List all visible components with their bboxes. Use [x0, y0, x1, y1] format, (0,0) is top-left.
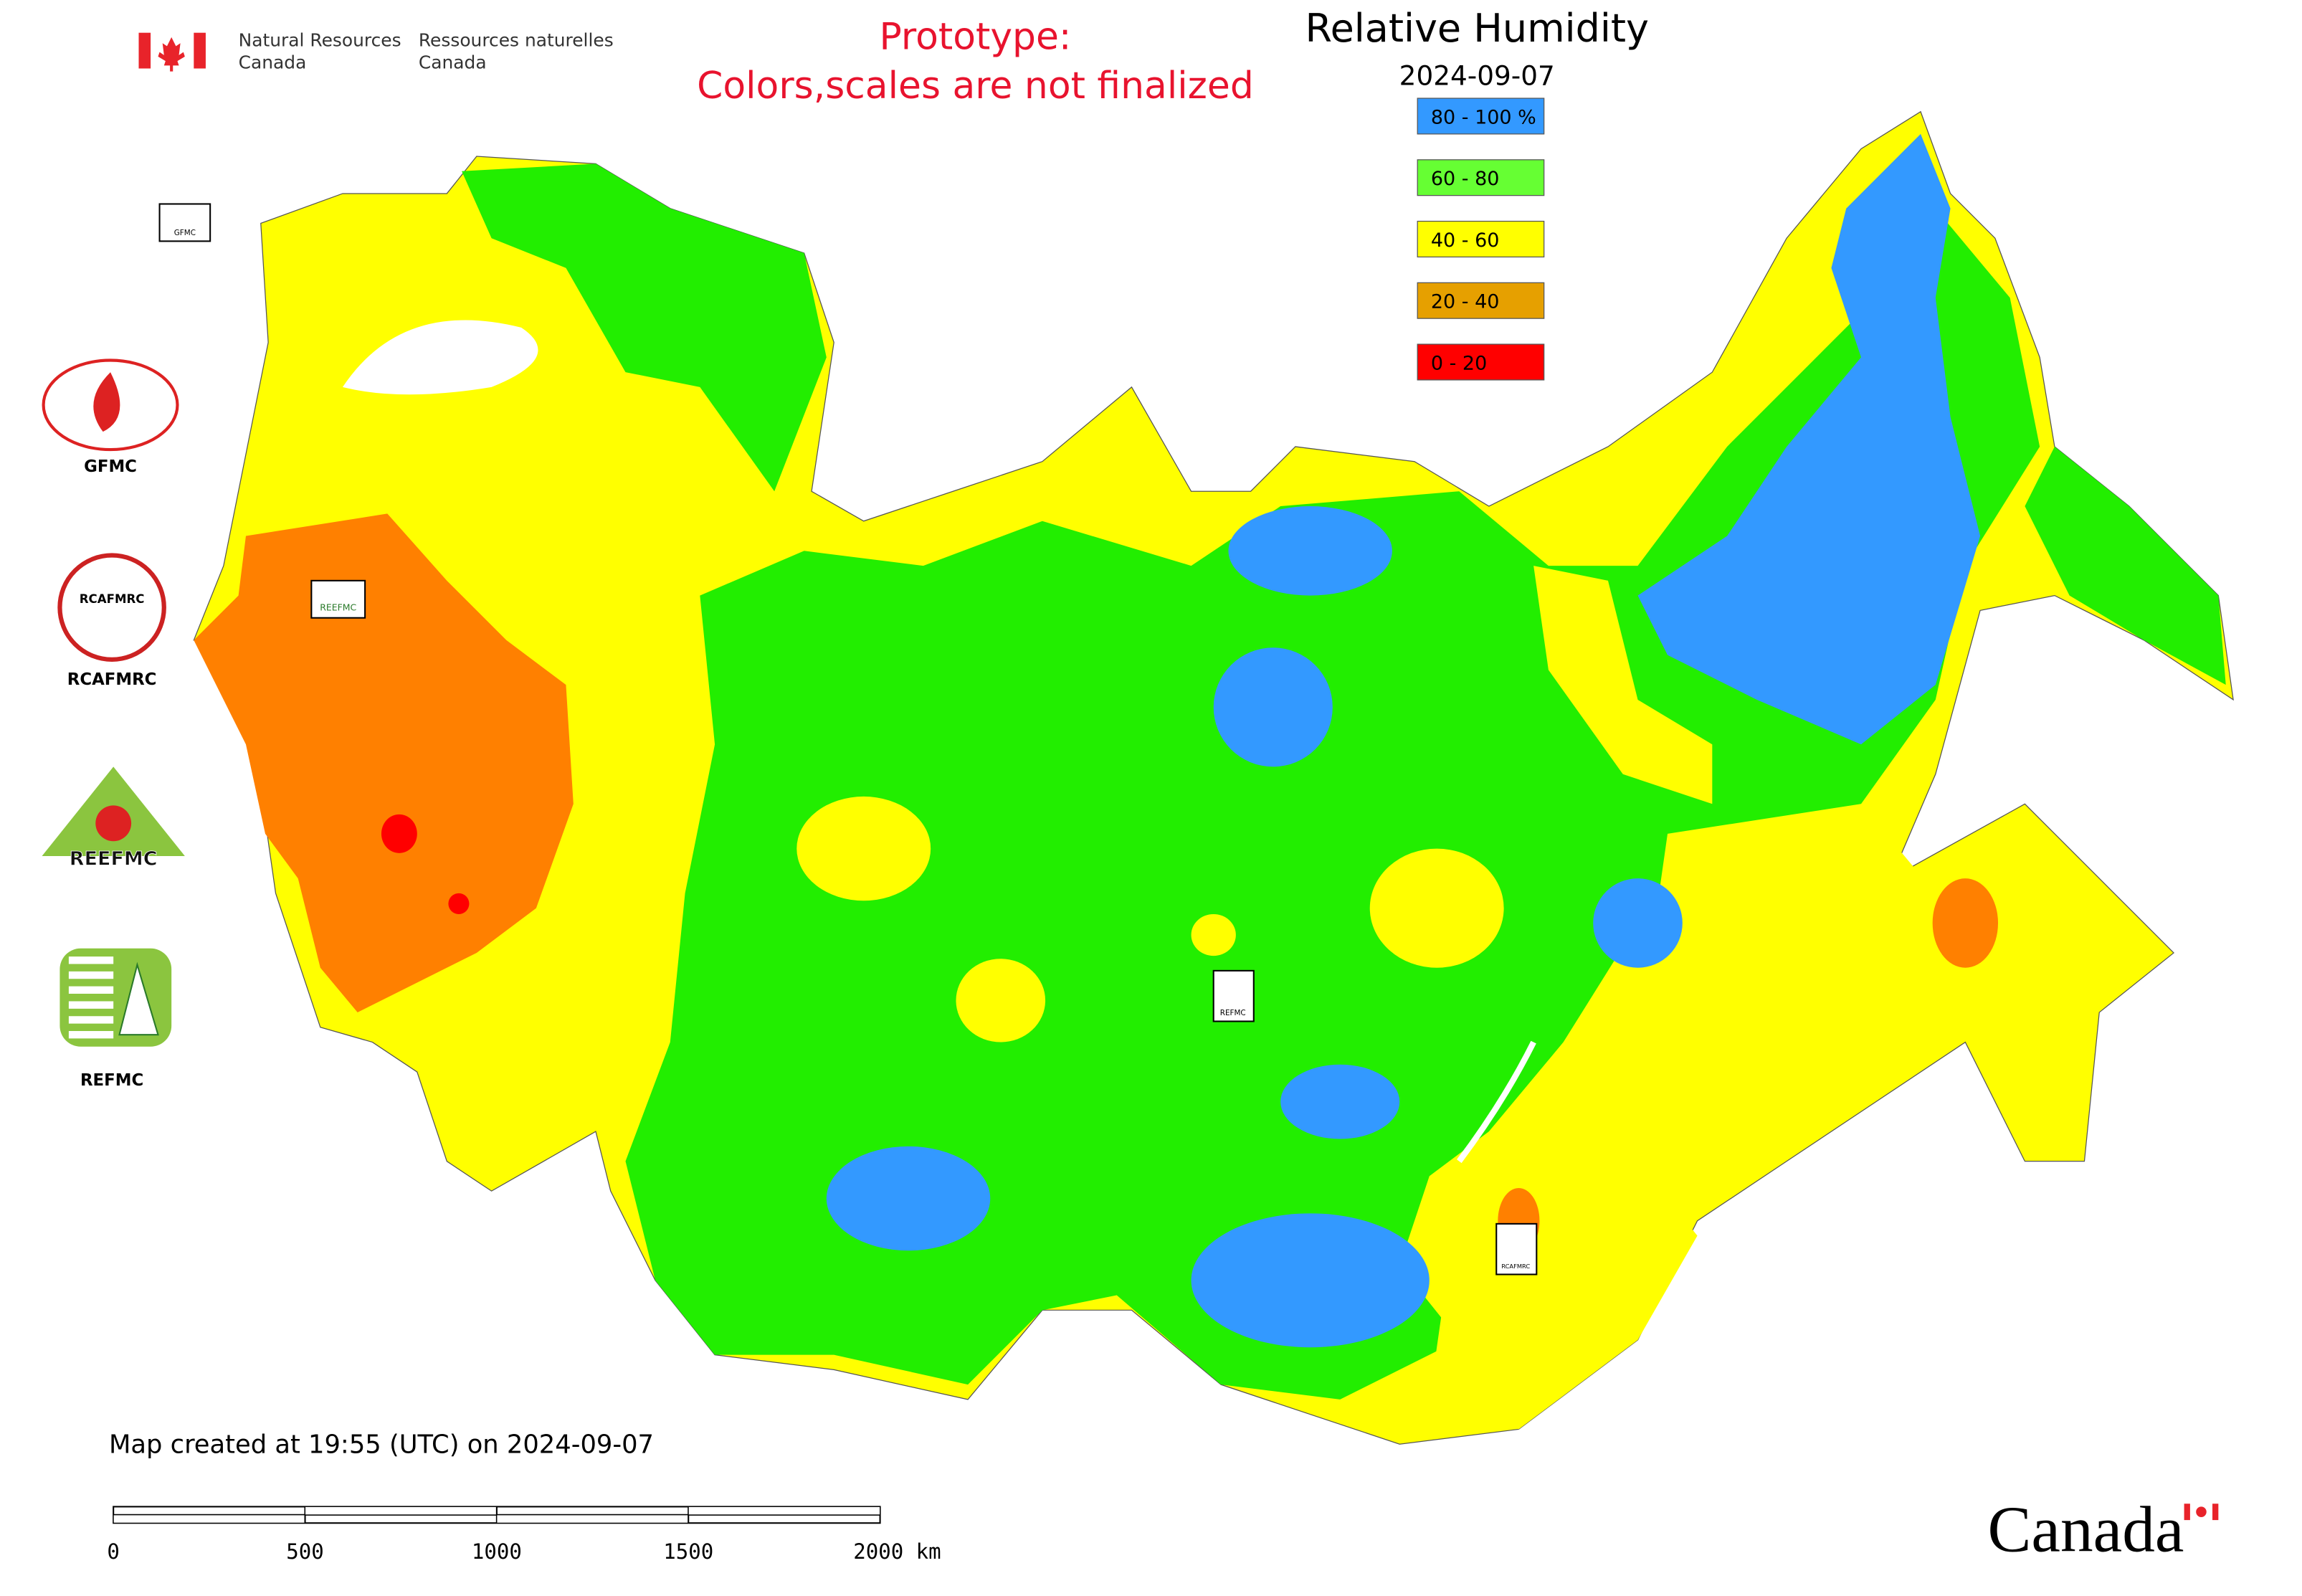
legend-swatch [1417, 282, 1545, 319]
legend-label: 80 - 100 % [1431, 106, 1536, 128]
region-40-60 [1191, 913, 1236, 956]
scale-label: 1500 [663, 1539, 713, 1564]
marker [1212, 969, 1255, 1022]
scale-label: 2000 km [853, 1539, 941, 1564]
canada-wordmark: Canada [1987, 1493, 2219, 1566]
region-80-100 [1637, 133, 1981, 745]
marker [1495, 1222, 1538, 1276]
region-80-100 [1213, 647, 1333, 767]
marker [158, 203, 211, 242]
maple-leaf [2196, 1506, 2207, 1517]
marker-label: REFMC [1220, 1009, 1246, 1017]
region-40-60 [956, 959, 1046, 1042]
marker-label: GFMC [174, 229, 196, 237]
notice: Prototype: [880, 16, 1072, 59]
scale-segment [305, 1506, 498, 1516]
maple-leaf [158, 37, 185, 72]
region-20-40 [194, 513, 574, 1013]
wordmark: Canada [1987, 1493, 2184, 1566]
flag-bar [138, 32, 151, 69]
reefmc-emblem [95, 805, 132, 842]
legend-label: 0 - 20 [1431, 352, 1487, 374]
region-60-80 [462, 163, 827, 492]
nrcan-fr: Canada [419, 52, 487, 73]
legend-swatch [1417, 343, 1545, 381]
region-80-100 [826, 1146, 991, 1251]
scale-label: 500 [286, 1539, 324, 1564]
scale-bar: 0 500 1000 1500 2000 km [107, 1506, 941, 1564]
scale-segment [688, 1506, 881, 1516]
legend-swatch [1417, 159, 1545, 196]
notice: Colors,scales are not finalized [697, 65, 1254, 108]
logo-graphic-text: REEFMC [70, 847, 158, 870]
scale-label: 1000 [472, 1539, 522, 1564]
legend-swatch [1417, 98, 1545, 135]
refmc-stripes [68, 956, 114, 1039]
gfmc-flame [93, 372, 120, 432]
marker-label: REEFMC [320, 602, 356, 612]
refmc-emblem [118, 961, 159, 1036]
legend: 80 - 100 % 60 - 80 40 - 60 20 - 40 0 - 20 [1417, 98, 1545, 381]
footer-note: Map created at 19:55 (UTC) on 2024-09-07 [109, 1430, 654, 1460]
logo-graphic-text: RCAFMRC [80, 592, 145, 606]
region-40-60 [1369, 848, 1504, 968]
partner-logos: GFMC RCAFMRC RCAFMRC REEFMC REFMC [42, 358, 185, 1090]
map-title: Relative Humidity [1305, 6, 1650, 51]
region-0-20 [448, 893, 470, 914]
scale-segment [113, 1514, 306, 1524]
land [193, 110, 2234, 1445]
marker [310, 579, 366, 619]
scale-label: 0 [107, 1539, 120, 1564]
legend-label: 20 - 40 [1431, 291, 1500, 313]
logo-label: REFMC [80, 1071, 143, 1090]
logo-label: GFMC [84, 457, 137, 476]
rcafmrc-logo [57, 553, 166, 662]
legend-label: 40 - 60 [1431, 229, 1500, 252]
flag-bar [194, 32, 206, 69]
gfmc-logo [42, 358, 179, 452]
region-40-60 [1637, 804, 1936, 1132]
region-60-80 [2025, 446, 2226, 685]
logo-label: RCAFMRC [67, 670, 157, 689]
region-0-20 [381, 814, 417, 853]
nrcan-en: Natural Resources [239, 29, 401, 50]
lake-baikal [1457, 1040, 1536, 1164]
region-40-60 [1533, 566, 1713, 804]
map-date: 2024-09-07 [1399, 60, 1555, 91]
region-80-100 [1191, 1213, 1430, 1348]
region-80-100 [1280, 1064, 1400, 1139]
flag-bar [2184, 1504, 2190, 1521]
nrcan-en: Canada [239, 52, 307, 73]
nrcan-fr: Ressources naturelles [419, 29, 614, 50]
legend-label: 60 - 80 [1431, 168, 1500, 190]
center-markers: GFMC REEFMC REFMC RCAFMRC [158, 203, 1538, 1276]
flag-bar [2212, 1504, 2219, 1521]
marker-label: RCAFMRC [1501, 1263, 1530, 1270]
region-80-100 [1593, 878, 1683, 968]
lake [342, 320, 538, 395]
legend-swatch [1417, 220, 1545, 258]
region-20-40 [1932, 878, 1999, 968]
nrcan-signature: Natural Resources Canada Ressources natu… [138, 29, 614, 73]
region-80-100 [1228, 506, 1392, 596]
region-60-80 [625, 208, 2040, 1400]
region-40-60 [796, 796, 931, 901]
scale-segment [496, 1514, 689, 1524]
